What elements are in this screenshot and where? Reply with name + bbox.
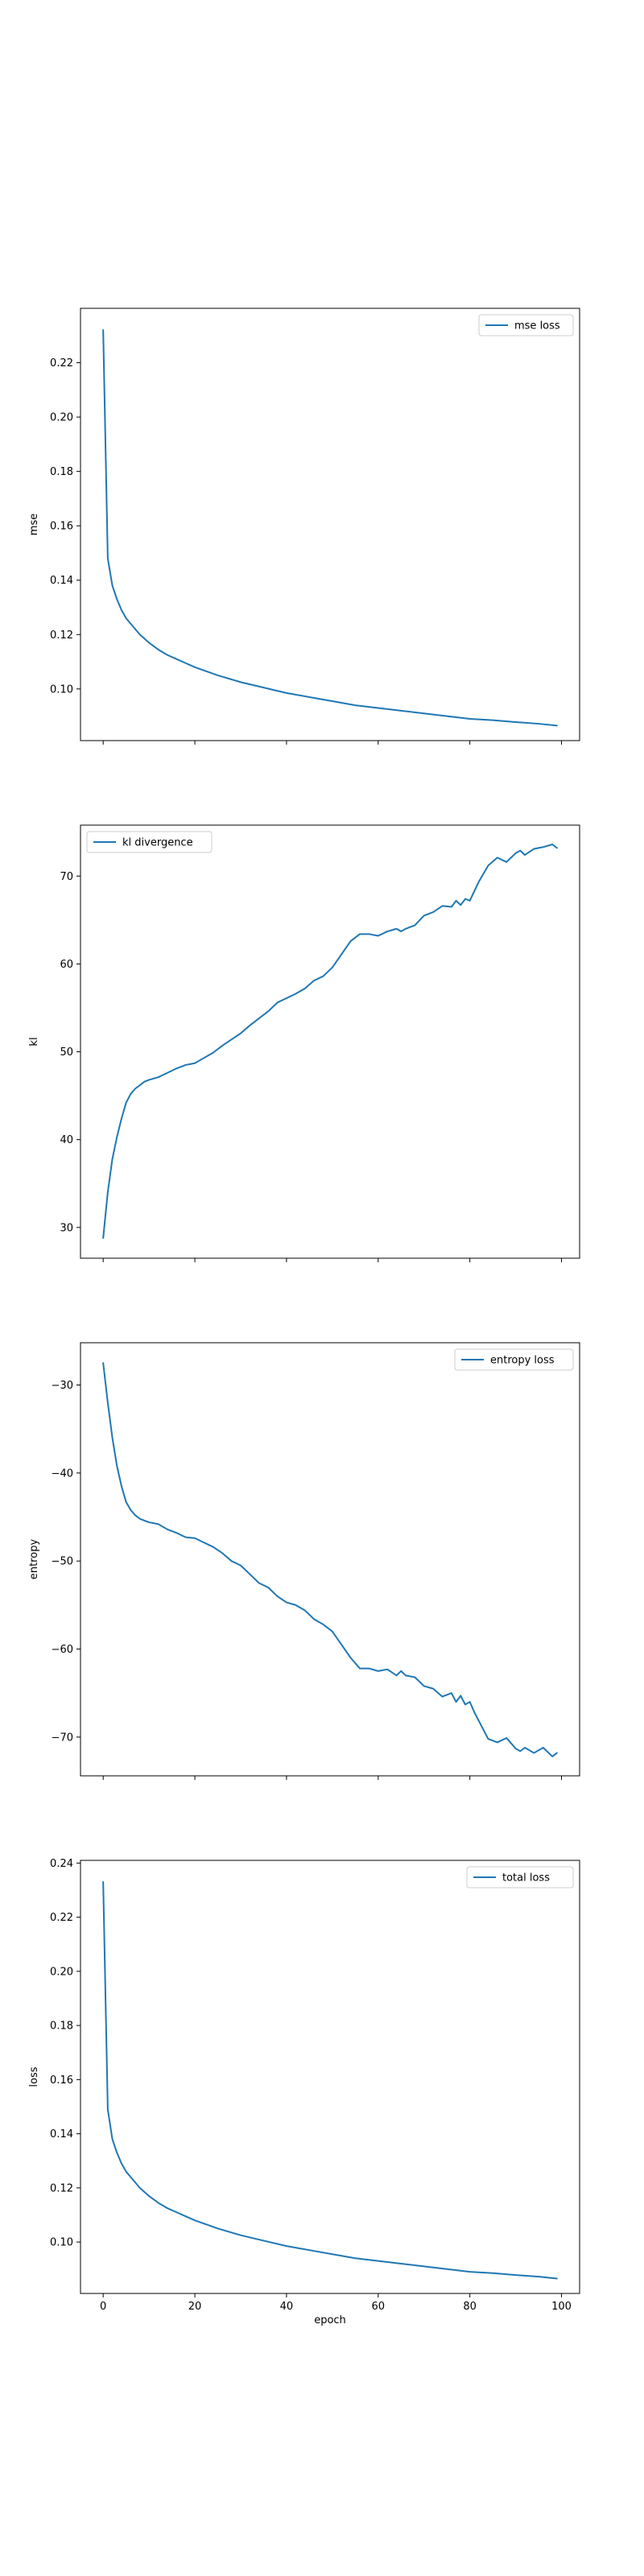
y-tick-label: 70 [60,871,73,883]
y-tick-label: −30 [52,1380,73,1392]
y-tick-label: 0.10 [50,683,73,696]
y-tick-label: −40 [52,1468,73,1480]
y-tick-label: 0.16 [50,521,73,533]
legend-box [466,1866,574,1889]
y-tick-label: 0.18 [50,2021,73,2033]
series-line-1 [102,329,558,727]
y-tick-label: 0.12 [50,2182,73,2194]
y-tick-label: −60 [52,1644,73,1656]
legend: kl divergence [86,831,213,853]
x-tick-label: 60 [372,2301,386,2313]
y-tick-label: −50 [52,1556,73,1568]
series-line-1 [102,844,558,1239]
legend-box [478,314,574,336]
y-axis-label: loss [28,2066,40,2087]
y-axis-label: entropy [28,1539,40,1580]
x-tick-label: 0 [100,2301,106,2313]
x-axis-label: epoch [314,2314,346,2326]
y-tick-label: 60 [60,959,73,971]
y-tick-label: 50 [60,1046,73,1059]
legend-label: total loss [502,1872,550,1885]
y-axis-label: mse [28,514,40,535]
x-tick-label: 80 [463,2301,477,2313]
x-tick-label: 20 [188,2301,202,2313]
axes-frame [80,308,580,741]
y-axis-label: kl [28,1037,40,1046]
y-tick-label: 0.24 [50,1858,73,1870]
y-tick-label: 0.14 [50,2128,73,2140]
y-tick-label: 0.20 [50,412,73,424]
legend-box [454,1348,574,1371]
subplot-2: 30 40 50 60 70 kl kl divergence [28,824,580,1262]
y-tick-label: 30 [60,1222,73,1234]
legend-box [86,831,213,853]
legend-label: mse loss [514,320,560,332]
y-tick-label: 0.14 [50,575,73,587]
subplot-4: 0 20 40 60 80 100 0.10 0.12 0.14 0.16 0.18 0.20 0.22… [28,1858,580,2313]
subplot-3: −70 −60 −50 −40 −30 entropy entropy loss [28,1342,580,1780]
y-tick-label: 0.12 [50,630,73,642]
axes-frame [80,1342,580,1777]
axes-frame [80,1860,580,2294]
y-tick-label: −70 [52,1732,73,1744]
series-line-1 [102,1362,558,1757]
y-tick-label: 0.16 [50,2074,73,2087]
x-tick-label: 40 [280,2301,294,2313]
y-tick-label: 0.10 [50,2237,73,2249]
subplot-1: 0.10 0.12 0.14 0.16 0.18 0.20 0.22 mse mse loss [28,308,580,745]
y-tick-label: 0.22 [50,357,73,369]
y-tick-label: 0.22 [50,1912,73,1924]
legend: total loss [466,1866,574,1889]
series-line-1 [102,1880,558,2280]
legend-label: kl divergence [122,837,193,849]
y-tick-label: 0.18 [50,466,73,478]
y-tick-label: 0.20 [50,1966,73,1978]
legend-label: entropy loss [490,1355,555,1367]
x-tick-label: 100 [551,2301,572,2313]
legend: entropy loss [454,1348,574,1371]
y-tick-label: 40 [60,1134,73,1146]
axes-frame [80,824,580,1259]
legend: mse loss [478,314,574,336]
subplot-stack: 0.10 0.12 0.14 0.16 0.18 0.20 0.22 mse mse loss 3… [28,308,580,2313]
